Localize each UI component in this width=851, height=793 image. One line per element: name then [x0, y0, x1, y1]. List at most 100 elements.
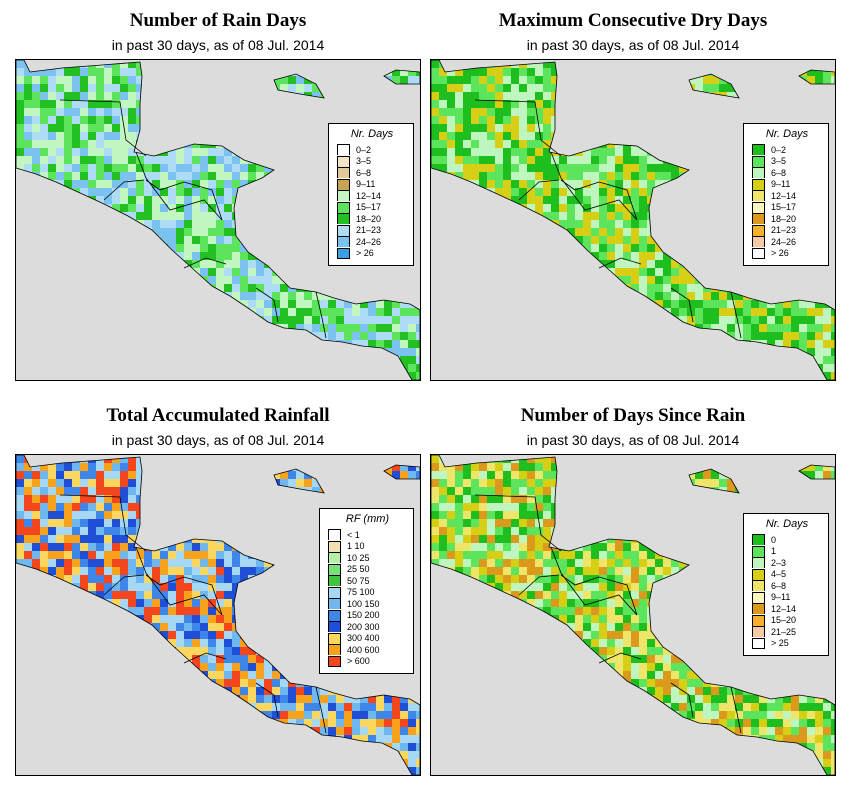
legend-label: 6–8 — [771, 167, 787, 178]
legend-label: 1 — [771, 546, 777, 557]
legend-item: 9–11 — [337, 178, 407, 191]
legend-label: 15–20 — [771, 615, 797, 626]
legend-label: 12–14 — [771, 603, 797, 614]
legend-label: > 26 — [356, 248, 374, 259]
country-border — [103, 179, 145, 201]
legend-item: 21–23 — [752, 224, 822, 237]
legend-swatch — [752, 167, 765, 179]
legend-swatch — [752, 637, 765, 649]
legend-rain-days: Nr. Days 0–2 3–5 6–8 9–11 12–14 15–17 18–20 21–… — [328, 123, 414, 266]
country-border — [518, 574, 560, 596]
legend-item: 24–26 — [337, 236, 407, 248]
legend-label: 0 — [771, 534, 777, 545]
legend-label: 75 100 — [347, 587, 375, 598]
legend-item: 6–8 — [337, 167, 407, 179]
legend-item: 12–14 — [752, 190, 822, 202]
country-border — [730, 291, 742, 339]
country-border — [103, 574, 145, 596]
panel-subtitle: in past 30 days, as of 08 Jul. 2014 — [111, 432, 325, 448]
legend-swatch — [337, 155, 350, 167]
coastline — [798, 69, 835, 85]
coastline — [688, 73, 740, 99]
legend-swatch — [328, 621, 341, 633]
legend-label: < 1 — [347, 529, 360, 540]
legend-label: > 600 — [347, 656, 370, 667]
legend-item: 24–26 — [752, 236, 822, 248]
legend-item: < 1 — [328, 529, 407, 541]
country-border — [255, 287, 279, 323]
legend-swatch — [328, 644, 341, 656]
legend-item: 15–20 — [752, 614, 822, 627]
legend-swatch — [752, 534, 765, 546]
country-border — [183, 652, 227, 664]
legend-swatch — [328, 598, 341, 610]
legend-label: 18–20 — [771, 213, 797, 224]
legend-label: 400 600 — [347, 644, 380, 655]
legend-swatch — [752, 201, 765, 213]
legend-item: > 26 — [337, 247, 407, 260]
legend-label: 12–14 — [771, 190, 797, 201]
legend-label: 18–20 — [356, 213, 382, 224]
legend-label: 6–8 — [771, 580, 787, 591]
legend-item: 15–17 — [752, 201, 822, 214]
country-border — [255, 682, 279, 718]
legend-label: 2–3 — [771, 557, 787, 568]
legend-swatch — [328, 529, 341, 541]
country-border — [59, 99, 147, 157]
country-border — [135, 546, 223, 616]
legend-label: 50 75 — [347, 575, 370, 586]
legend-item: 9–11 — [752, 591, 822, 604]
legend-swatch — [328, 609, 341, 621]
legend-swatch — [752, 224, 765, 236]
legend-item: 0 — [752, 534, 822, 546]
country-border — [474, 494, 562, 552]
legend-swatch — [337, 236, 350, 248]
legend-label: > 26 — [771, 248, 789, 259]
country-border — [560, 179, 638, 221]
legend-label: 3–5 — [356, 156, 372, 167]
country-border — [670, 287, 694, 323]
legend-item: 0–2 — [337, 144, 407, 156]
coastline — [16, 60, 420, 380]
legend-item: 12–14 — [337, 190, 407, 202]
coastline — [273, 468, 325, 494]
panel-subtitle: in past 30 days, as of 08 Jul. 2014 — [526, 432, 740, 448]
legend-dry-days: Nr. Days 0–2 3–5 6–8 9–11 12–14 15–17 18–20 21–… — [743, 123, 829, 266]
legend-swatch — [752, 213, 765, 225]
legend-label: > 25 — [771, 638, 789, 649]
legend-label: 21–25 — [771, 626, 797, 637]
legend-swatch — [752, 591, 765, 603]
country-border — [59, 494, 147, 552]
country-border — [474, 99, 562, 157]
coastline — [273, 73, 325, 99]
panel-rainfall: Total Accumulated Rainfall in past 30 da… — [13, 395, 423, 785]
country-border — [135, 151, 223, 221]
map-dry-days — [430, 59, 836, 381]
legend-label: 24–26 — [356, 236, 382, 247]
legend-item: 10 25 — [328, 552, 407, 564]
legend-title: Nr. Days — [765, 518, 809, 530]
legend-item: 400 600 — [328, 644, 407, 656]
coastline — [383, 464, 420, 480]
legend-swatch — [328, 575, 341, 587]
coastline — [431, 455, 835, 775]
legend-label: 0–2 — [771, 144, 787, 155]
legend-item: 15–17 — [337, 201, 407, 214]
legend-label: 300 400 — [347, 633, 380, 644]
legend-item: 18–20 — [752, 213, 822, 225]
legend-title: Nr. Days — [350, 128, 394, 140]
coastline — [16, 455, 420, 775]
coastline — [431, 60, 835, 380]
legend-swatch — [752, 247, 765, 259]
legend-label: 200 300 — [347, 621, 380, 632]
legend-item: 3–5 — [337, 155, 407, 168]
legend-label: 1 10 — [347, 541, 365, 552]
legend-swatch — [328, 552, 341, 564]
legend-title: Nr. Days — [765, 128, 809, 140]
country-border — [145, 179, 223, 221]
country-border — [145, 574, 223, 616]
panel-title: Number of Days Since Rain — [520, 405, 746, 426]
panel-subtitle: in past 30 days, as of 08 Jul. 2014 — [526, 37, 740, 53]
legend-item: 25 50 — [328, 563, 407, 576]
